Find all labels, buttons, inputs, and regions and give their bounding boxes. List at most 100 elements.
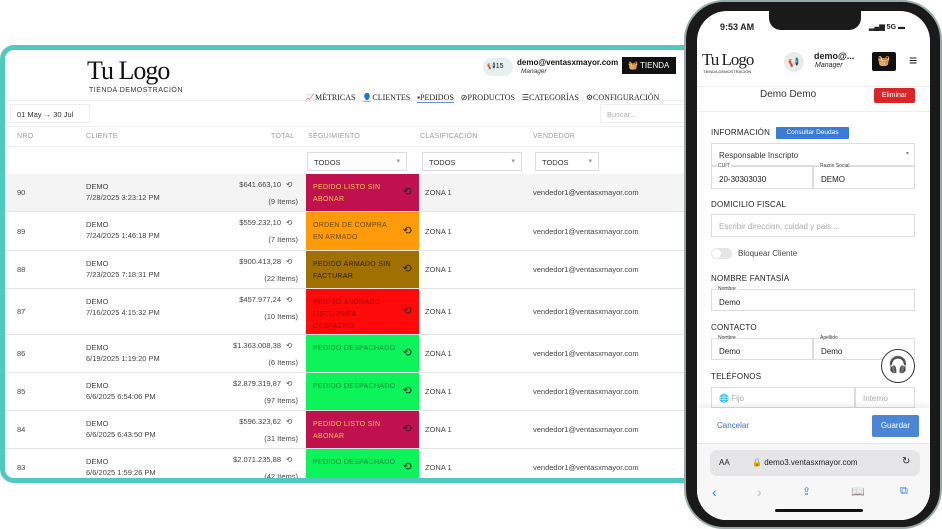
nav-configuracion[interactable]: ⚙CONFIGURACIÓN <box>585 93 660 102</box>
tabs-icon[interactable]: ⧉ <box>900 485 908 497</box>
home-indicator <box>775 509 863 512</box>
order-number: 90 <box>17 188 26 197</box>
status-badge[interactable]: PEDIDO DESPACHADO ⟲ <box>306 373 419 410</box>
nav-categorias[interactable]: ☰CATEGORÍAS <box>521 93 579 102</box>
status-history-icon[interactable]: ⟲ <box>402 461 412 473</box>
address-bar[interactable]: AA 🔒 demo3.ventasxmayor.com ↻ <box>710 450 920 476</box>
item-count: (7 Items) <box>268 235 298 244</box>
address-label: DOMICILIO FISCAL <box>711 200 787 209</box>
store-label: TIENDA <box>640 61 670 70</box>
zone: ZONA 1 <box>425 226 452 236</box>
status-history-icon[interactable]: ⟲ <box>402 224 412 237</box>
fantasy-name-field[interactable]: Demo <box>711 289 915 311</box>
search-input[interactable]: Buscar... <box>600 104 690 123</box>
client-link[interactable]: DEMO <box>86 381 109 390</box>
item-count: (6 Items) <box>268 358 298 367</box>
table-row[interactable]: 87 DEMO 7/16/2025 4:15:32 PM $457.977,24… <box>5 289 695 335</box>
status-badge[interactable]: PEDIDO DESPACHADO ⟲ <box>306 335 419 372</box>
phone-user[interactable]: demo@... <box>814 51 855 61</box>
cuit-field[interactable]: 20-30303030 <box>711 166 813 189</box>
support-agent-icon[interactable]: 🎧 <box>881 349 915 383</box>
forward-icon[interactable]: › <box>757 484 762 500</box>
table-row[interactable]: 89 DEMO 7/24/2025 1:46:18 PM $559.232,10… <box>5 212 695 251</box>
address-input[interactable]: Escribir direccion, cuidad y pais... <box>711 214 915 237</box>
status-history-icon[interactable]: ⟲ <box>402 423 412 435</box>
date-range-picker[interactable]: 01 May → 30 Jul <box>10 104 90 123</box>
save-button[interactable]: Guardar <box>872 415 919 437</box>
debts-button[interactable]: Consultar Deudas <box>776 127 849 139</box>
table-row[interactable]: 90 DEMO 7/28/2025 3:23:12 PM $641.663,10… <box>5 174 695 212</box>
phone-screen: 9:53 AM ▂▄▆ 5G ▬ Tu Logo TIENDA DEMOSTRA… <box>697 11 930 520</box>
table-row[interactable]: 84 DEMO 6/6/2025 6:43:50 PM $596.323,62 … <box>5 411 695 449</box>
filter-clasificacion[interactable]: TODOS <box>422 152 522 171</box>
table-row[interactable]: 88 DEMO 7/23/2025 7:18:31 PM $900.413,28… <box>5 251 695 289</box>
status-history-icon[interactable]: ⟲ <box>402 385 412 397</box>
status-history-icon[interactable]: ⟲ <box>402 186 412 198</box>
contact-first-field[interactable]: Demo <box>711 338 813 360</box>
user-email[interactable]: demo@ventasxmayor.com <box>517 58 619 67</box>
extension-input[interactable]: Interno <box>855 387 915 408</box>
order-date: 7/28/2025 3:23:12 PM <box>86 193 160 202</box>
order-date: 6/6/2025 6:54:06 PM <box>86 392 156 401</box>
history-icon[interactable]: ⟲ <box>286 455 293 464</box>
nav-metricas[interactable]: 📈MÉTRICAS <box>305 93 356 102</box>
back-icon[interactable]: ‹ <box>712 484 717 500</box>
table-row[interactable]: 86 DEMO 6/19/2025 1:19:20 PM $1.363.008,… <box>5 335 695 373</box>
history-icon[interactable]: ⟲ <box>286 218 293 227</box>
item-count: (42 Items) <box>264 472 298 481</box>
share-icon[interactable]: ⇪ <box>802 486 812 498</box>
client-link[interactable]: DEMO <box>86 259 109 268</box>
history-icon[interactable]: ⟲ <box>286 180 293 189</box>
client-link[interactable]: DEMO <box>86 220 109 229</box>
basket-icon: 🧺 <box>628 61 641 70</box>
status-badge[interactable]: ORDEN DE COMPRA EN ARMADO ⟲ <box>306 212 419 250</box>
notification-count: 15 <box>495 63 504 70</box>
tax-condition-select[interactable]: Responsable Inscripto <box>711 143 915 166</box>
reload-icon[interactable]: ↻ <box>902 456 911 467</box>
table-row[interactable]: 85 DEMO 6/6/2025 6:54:06 PM $2.879.319,8… <box>5 373 695 411</box>
history-icon[interactable]: ⟲ <box>286 257 293 266</box>
status-history-icon[interactable]: ⟲ <box>402 305 412 317</box>
notifications-button[interactable]: 📢15 <box>483 58 513 76</box>
client-link[interactable]: DEMO <box>86 343 109 352</box>
basket-icon[interactable]: 🧺 <box>872 52 896 71</box>
client-link[interactable]: DEMO <box>86 419 109 428</box>
col-clasificacion: CLASIFICACIÓN <box>420 133 478 140</box>
status-badge[interactable]: PEDIDO DESPACHADO ⟲ <box>306 449 419 478</box>
filter-seguimiento[interactable]: TODOS <box>307 152 407 171</box>
filter-vendedor[interactable]: TODOS <box>535 152 599 171</box>
text-size-button[interactable]: AA <box>719 458 730 467</box>
nav-clientes[interactable]: 👤CLIENTES <box>362 93 411 102</box>
status-badge[interactable]: PEDIDO LISTO SIN ABONAR ⟲ <box>306 411 419 448</box>
block-toggle[interactable] <box>711 248 732 259</box>
history-icon[interactable]: ⟲ <box>286 379 293 388</box>
history-icon[interactable]: ⟲ <box>286 341 293 350</box>
client-link[interactable]: DEMO <box>86 297 109 306</box>
history-icon[interactable]: ⟲ <box>286 417 293 426</box>
client-link[interactable]: DEMO <box>86 457 109 466</box>
status-badge[interactable]: PEDIDO ABONADO LISTO PARA DESPACHO ⟲ <box>306 289 419 334</box>
razon-social-label: Razon Social <box>819 163 851 169</box>
zone: ZONA 1 <box>425 307 452 316</box>
store-button[interactable]: 🧺 TIENDA <box>622 57 676 74</box>
status-history-icon[interactable]: ⟲ <box>402 263 412 275</box>
nav-pedidos[interactable]: ▪PEDIDOS <box>417 93 454 103</box>
col-seguimiento: SEGUIMIENTO <box>308 133 361 140</box>
phone-input[interactable]: 🌐 Fijo <box>711 387 855 408</box>
order-total: $900.413,28 <box>239 257 281 266</box>
status-badge[interactable]: PEDIDO LISTO SIN ABONAR ⟲ <box>306 174 419 211</box>
client-title: Demo Demo <box>760 89 817 100</box>
menu-icon[interactable]: ≡ <box>909 52 918 68</box>
cancel-button[interactable]: Cancelar <box>717 421 750 430</box>
status-history-icon[interactable]: ⟲ <box>402 347 412 359</box>
seller: vendedor1@ventasxmayor.com <box>533 349 639 358</box>
status-badge[interactable]: PEDIDO ARMADO SIN FACTURAR ⟲ <box>306 251 419 288</box>
delete-button[interactable]: Eliminar <box>874 88 915 103</box>
megaphone-icon[interactable]: 📢 <box>784 52 804 72</box>
bookmarks-icon[interactable]: 📖 <box>851 486 865 498</box>
table-row[interactable]: 83 DEMO 6/6/2025 1:59:26 PM $2.071.235,8… <box>5 449 695 481</box>
nav-productos[interactable]: ⊘PRODUCTOS <box>460 93 515 102</box>
client-link[interactable]: DEMO <box>86 182 109 191</box>
razon-social-field[interactable]: DEMO <box>813 166 915 189</box>
history-icon[interactable]: ⟲ <box>286 295 293 304</box>
